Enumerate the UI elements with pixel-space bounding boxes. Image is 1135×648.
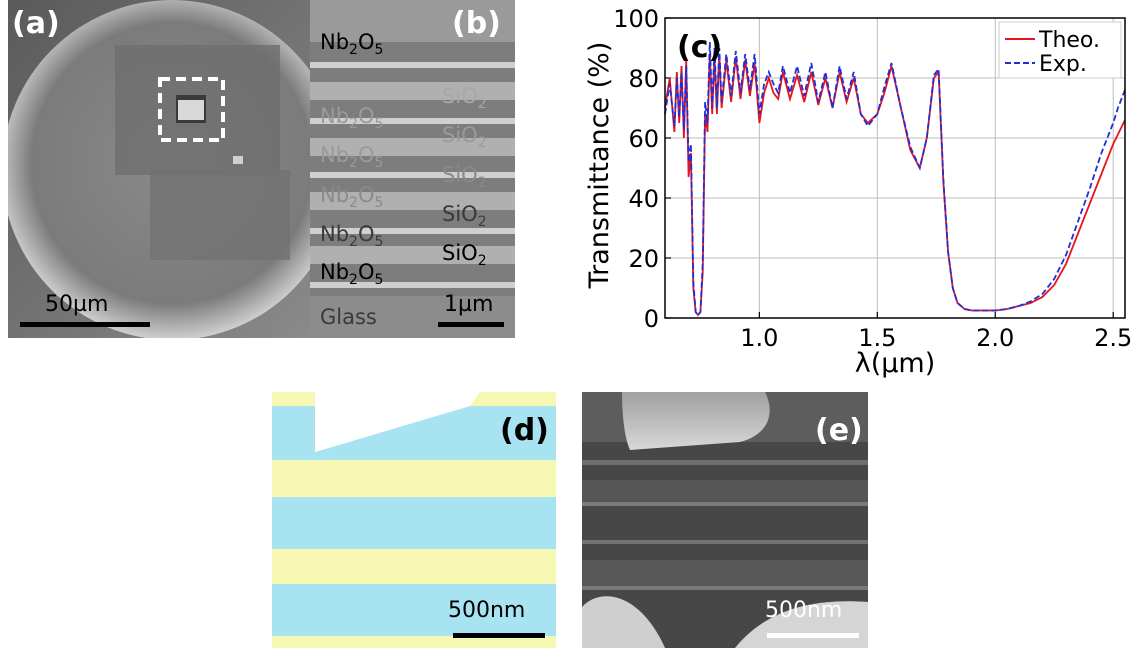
layer-label-nb-4: Nb2O5 bbox=[320, 183, 384, 212]
layer-label-nb-3: Nb2O5 bbox=[320, 143, 384, 172]
blue-layer bbox=[272, 584, 556, 636]
panel-d-schematic bbox=[272, 392, 556, 648]
panel-b-scale-bar bbox=[438, 322, 504, 327]
panel-d-label: (d) bbox=[500, 413, 549, 448]
panel-e-scale-bar bbox=[767, 633, 859, 638]
cut-gap bbox=[315, 392, 480, 452]
top-figure-row: 1.0 1.5 2.0 2.5 0 20 40 60 80 100 Theo.Exp. Trans… bbox=[8, 0, 1132, 379]
layer-label-nb-1: Nb2O5 bbox=[320, 30, 384, 59]
layer-label-sio-4: SiO2 bbox=[442, 202, 487, 231]
x-tick-label: 2.5 bbox=[1094, 324, 1132, 352]
panel-d-scale-bar bbox=[453, 633, 545, 638]
panel-d-scale-label: 500nm bbox=[448, 598, 526, 623]
chart-ticks: 1.0 1.5 2.0 2.5 0 20 40 60 80 100 bbox=[613, 5, 1132, 352]
x-tick-label: 1.0 bbox=[740, 324, 778, 352]
chart-series bbox=[664, 41, 1126, 317]
panel-c-chart: 1.0 1.5 2.0 2.5 0 20 40 60 80 100 Theo.Exp. Trans… bbox=[584, 5, 1132, 379]
yellow-layer bbox=[272, 549, 556, 584]
y-tick-label: 80 bbox=[628, 65, 659, 93]
panel-a-scale-label: 50µm bbox=[45, 292, 109, 317]
y-tick-label: 100 bbox=[613, 5, 659, 33]
y-tick-label: 0 bbox=[644, 305, 659, 333]
panel-e-label: (e) bbox=[815, 413, 863, 448]
yellow-wedge bbox=[470, 392, 556, 406]
panel-e-sem-image bbox=[582, 392, 868, 648]
layer-label-sio-3: SiO2 bbox=[442, 163, 487, 192]
plot-frame bbox=[664, 17, 1126, 319]
panel-c-label: (c) bbox=[677, 30, 723, 65]
chart-legend: Theo.Exp. bbox=[998, 21, 1122, 79]
y-tick-label: 20 bbox=[628, 245, 659, 273]
yellow-layer bbox=[272, 636, 556, 648]
selection-box bbox=[158, 77, 225, 142]
layer-label-sio-1: SiO2 bbox=[442, 84, 487, 113]
layer-label-sio-2: SiO2 bbox=[442, 123, 487, 152]
layer-label-sio-5: SiO2 bbox=[442, 241, 487, 270]
panel-b-sem-image bbox=[310, 0, 515, 338]
yellow-layer bbox=[272, 460, 556, 497]
layer-label-nb-2: Nb2O5 bbox=[320, 104, 384, 133]
legend-label: Theo. bbox=[1038, 28, 1100, 53]
blue-layer bbox=[272, 497, 556, 549]
panel-e-scale-label: 500nm bbox=[765, 598, 843, 623]
panel-a-scale-bar bbox=[20, 322, 150, 327]
y-tick-label: 40 bbox=[628, 185, 659, 213]
layer-label-nb-6: Nb2O5 bbox=[320, 260, 384, 289]
bottom-figure-row bbox=[272, 392, 868, 648]
y-axis-label: Transmittance (%) bbox=[584, 42, 615, 290]
panel-a-sem-image bbox=[8, 0, 310, 338]
legend-label: Exp. bbox=[1039, 52, 1087, 77]
series-line-exp bbox=[664, 41, 1126, 317]
panel-b-scale-label: 1µm bbox=[444, 292, 494, 317]
blue-top-wedge bbox=[272, 406, 556, 460]
layer-label-glass: Glass bbox=[320, 305, 377, 329]
y-tick-label: 60 bbox=[628, 125, 659, 153]
x-axis-label: λ(µm) bbox=[855, 348, 936, 379]
layer-label-nb-5: Nb2O5 bbox=[320, 222, 384, 251]
panel-b-label: (b) bbox=[452, 6, 501, 41]
x-tick-label: 2.0 bbox=[976, 324, 1014, 352]
panel-a-label: (a) bbox=[12, 6, 60, 41]
legend-box bbox=[998, 21, 1122, 79]
x-tick-label: 1.5 bbox=[858, 324, 896, 352]
